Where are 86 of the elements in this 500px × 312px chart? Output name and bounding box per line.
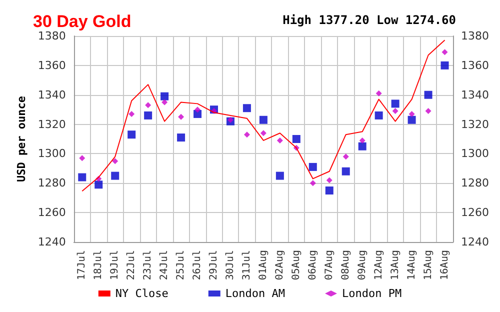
point (325, 186, 334, 194)
point (342, 154, 349, 160)
point (128, 130, 136, 139)
text: High 1377.20 Low 1274.60 (282, 13, 456, 27)
point (358, 142, 366, 150)
legend-label: NY Close (115, 287, 168, 300)
x-tick-label: 22Jul (126, 250, 138, 280)
y2-tick-label: 1300 (461, 147, 490, 160)
y2-tick-label: 1360 (461, 58, 490, 72)
point (408, 116, 416, 124)
y2-tick-label: 1260 (461, 206, 490, 220)
point (128, 110, 135, 117)
x-tick-label: 25Jul (176, 250, 187, 280)
x-tick-label: 12Aug (373, 250, 384, 280)
x-tick-label: 07Aug (324, 250, 335, 280)
point (359, 137, 366, 144)
x-tick-label: 24Jul (159, 250, 170, 280)
x-tick-label: 14Aug (406, 250, 418, 280)
y-tick-label: 1280 (38, 176, 66, 190)
point (78, 173, 86, 182)
chart-title: 30 Day Gold (33, 12, 132, 31)
y2-tick-label: 1340 (461, 88, 490, 102)
point (177, 134, 186, 142)
line-series (82, 40, 446, 192)
x-tick-label: 16Aug (439, 250, 450, 280)
point (259, 116, 268, 124)
y-axis-title: USD per ounce (15, 96, 28, 182)
point (94, 180, 103, 189)
point (440, 61, 449, 70)
x-tick-label: 09Aug (356, 250, 368, 280)
x-tick-label: 31Jul (241, 250, 252, 280)
legend-label: London PM (342, 287, 402, 300)
y-tick-label: 1380 (38, 30, 66, 42)
point (374, 111, 383, 120)
point (425, 108, 432, 114)
x-tick-label: 29Jul (208, 250, 220, 280)
y-tick-label: 1260 (38, 206, 66, 220)
point (292, 135, 300, 143)
x-tick-label: 23Jul (142, 250, 154, 280)
point (408, 110, 415, 117)
point (326, 177, 332, 184)
x-tick-label: 30Jul (224, 250, 236, 280)
y2-tick-label: 1280 (461, 176, 490, 190)
y-tick-label: 1360 (38, 58, 66, 72)
y-tick-label: 1300 (38, 147, 66, 160)
x-tick-label: 26Jul (192, 250, 204, 280)
point (79, 155, 86, 162)
point (376, 90, 382, 96)
point (391, 100, 400, 108)
legend-label: London AM (225, 287, 286, 300)
x-tick-label: 18Jul (93, 250, 104, 280)
point (276, 137, 283, 144)
point (160, 92, 169, 100)
x-tick-label: 02Aug (274, 250, 286, 280)
point (310, 180, 316, 186)
y2-tick-label: 1240 (461, 236, 490, 248)
y2-tick-label: 1320 (461, 118, 490, 131)
point (111, 172, 120, 180)
point (162, 99, 168, 106)
x-tick-label: 08Aug (340, 250, 352, 280)
point (392, 108, 398, 114)
x-tick-label: 15Aug (422, 250, 434, 280)
point (242, 104, 251, 112)
point (144, 111, 152, 120)
y-tick-label: 1240 (38, 236, 66, 248)
point (342, 167, 350, 176)
point (276, 172, 284, 180)
point (308, 162, 317, 171)
x-tick-label: 19Jul (110, 250, 121, 280)
point (178, 114, 184, 120)
point (227, 116, 234, 123)
x-tick-label: 06Aug (307, 250, 318, 280)
x-tick-label: 13Aug (390, 250, 401, 280)
point (442, 49, 448, 56)
y2-tick-label: 1380 (461, 30, 490, 42)
point (112, 158, 118, 164)
y-tick-label: 1320 (38, 118, 66, 131)
point (194, 106, 201, 113)
point (244, 132, 250, 138)
x-tick-label: 05Aug (290, 250, 302, 280)
x-tick-label: 17Jul (76, 250, 88, 280)
point (424, 90, 432, 99)
point (145, 102, 152, 108)
y-tick-label: 1340 (38, 88, 66, 102)
x-tick-label: 01Aug (258, 250, 269, 280)
point (260, 130, 266, 136)
